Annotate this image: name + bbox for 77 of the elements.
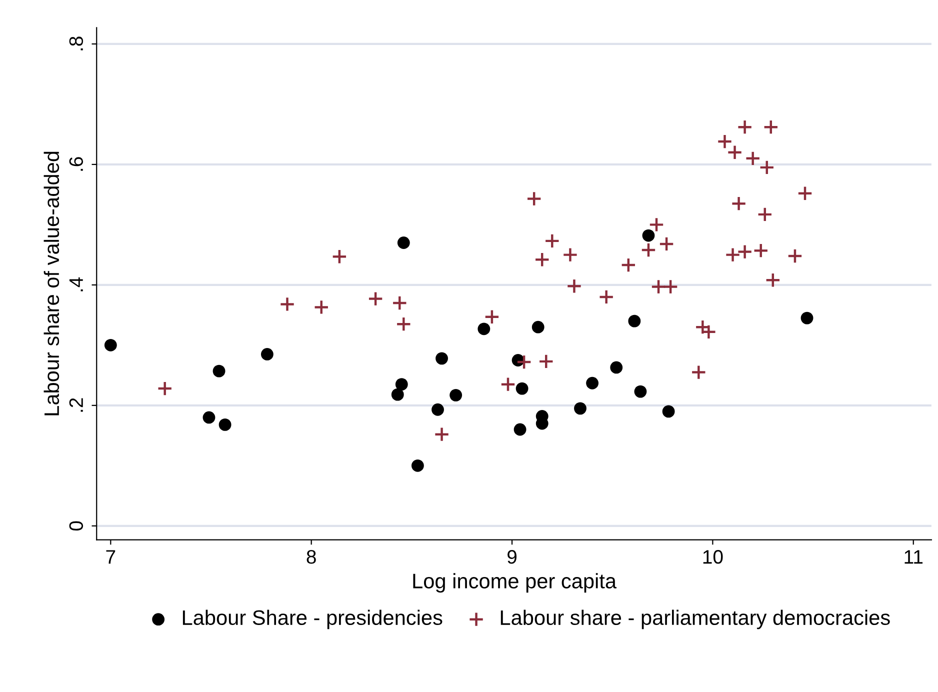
legend-label: Labour Share - presidencies: [182, 610, 442, 630]
point: [516, 382, 528, 395]
point: [212, 364, 226, 378]
point: [484, 309, 500, 325]
point: [620, 257, 636, 273]
point: [516, 354, 532, 370]
point: [538, 354, 554, 370]
point: [396, 316, 412, 332]
y-tick-label: .4: [69, 277, 83, 292]
point: [514, 423, 526, 436]
point: [650, 279, 666, 294]
legend-label: Labour share - parliamentary democracies: [500, 610, 890, 630]
point: [392, 295, 408, 311]
point: [731, 196, 746, 212]
x-tick-label: 11: [904, 550, 923, 564]
point: [368, 291, 384, 306]
point: [332, 248, 348, 264]
point: [662, 405, 675, 418]
point: [800, 312, 814, 324]
point: [658, 236, 674, 252]
point: [737, 244, 752, 260]
point: [534, 252, 550, 268]
point: [391, 388, 404, 401]
point: [757, 206, 773, 222]
point: [765, 272, 781, 288]
point: [434, 426, 450, 442]
point: [640, 242, 656, 258]
point: [642, 229, 655, 242]
point: [436, 352, 448, 365]
point: [662, 279, 678, 294]
point: [478, 322, 490, 336]
point: [586, 376, 598, 390]
point: [450, 388, 462, 402]
y-tick-label: .2: [69, 398, 83, 412]
point: [725, 247, 740, 262]
y-tick-label: 0: [69, 521, 84, 531]
point: [395, 378, 408, 391]
point: [787, 248, 803, 264]
point: [763, 119, 779, 135]
x-tick-label: 7: [106, 550, 116, 564]
point: [717, 134, 732, 150]
point: [411, 459, 424, 472]
point: [562, 247, 578, 262]
point: [797, 186, 813, 202]
point: [648, 216, 664, 232]
point: [280, 296, 295, 312]
point: [218, 418, 232, 431]
point: [104, 338, 117, 352]
point: [745, 150, 761, 166]
point: [432, 403, 444, 416]
point: [727, 144, 742, 160]
y-tick-label: .6: [69, 157, 84, 171]
point: [544, 233, 560, 249]
point: [500, 376, 516, 392]
point: [157, 380, 173, 396]
point: [314, 300, 330, 315]
point: [610, 361, 623, 374]
x-tick-label: 10: [703, 550, 723, 564]
y-tick-label: .8: [69, 36, 84, 50]
point: [566, 278, 582, 294]
point: [202, 411, 216, 424]
x-axis-title: Log income per capita: [413, 573, 617, 593]
point: [759, 160, 775, 176]
point: [397, 236, 410, 249]
point: [628, 314, 641, 328]
x-tick-label: 9: [508, 550, 517, 564]
point: [634, 385, 647, 398]
y-axis-title: Labour share of value-added: [44, 152, 60, 416]
point: [598, 289, 614, 305]
x-tick-label: 8: [306, 550, 316, 564]
point: [260, 348, 274, 360]
point: [690, 364, 706, 380]
point: [532, 320, 544, 334]
point: [737, 119, 752, 135]
point: [574, 402, 586, 415]
point: [753, 242, 769, 258]
point: [526, 191, 542, 206]
